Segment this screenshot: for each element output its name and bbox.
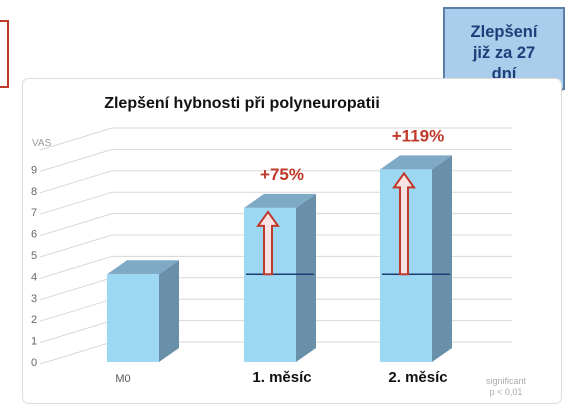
bar-side bbox=[432, 155, 452, 362]
grid-line bbox=[39, 191, 512, 215]
grid-line bbox=[39, 234, 512, 258]
y-tick-label: 0 bbox=[31, 357, 37, 369]
bar-top bbox=[380, 155, 452, 170]
grid-line bbox=[39, 213, 512, 237]
chart: Zlepšení hybnosti při polyneuropatii VAS… bbox=[22, 78, 562, 404]
change-annotation: +119% bbox=[392, 126, 444, 145]
badge-line: již za 27 bbox=[472, 44, 536, 62]
y-tick-label: 1 bbox=[31, 336, 37, 348]
chart-panel: Zlepšení hybnosti při polyneuropatii VAS… bbox=[22, 78, 562, 404]
left-frame-decoration bbox=[0, 20, 9, 88]
bar-top bbox=[107, 260, 179, 275]
footnote-pvalue: p < 0,01 bbox=[490, 387, 523, 397]
y-tick-label: 5 bbox=[31, 250, 37, 262]
increase-arrow bbox=[256, 210, 280, 276]
y-tick-label: 4 bbox=[31, 271, 37, 283]
y-tick-label: 6 bbox=[31, 229, 37, 241]
grid-line bbox=[39, 148, 512, 172]
grid-line bbox=[39, 170, 512, 194]
badge-text: Zlepšení již za 27 dní bbox=[441, 22, 567, 85]
y-axis-label: VAS bbox=[32, 138, 52, 149]
y-tick-label: 8 bbox=[31, 186, 37, 198]
bar-side bbox=[159, 260, 179, 362]
chart-title: Zlepšení hybnosti při polyneuropatii bbox=[104, 95, 380, 112]
x-category-label: 2. měsíc bbox=[388, 369, 447, 386]
bar-side bbox=[296, 193, 316, 362]
bar-front bbox=[107, 274, 159, 362]
increase-arrow bbox=[392, 171, 416, 276]
x-category-label: M0 bbox=[115, 373, 130, 385]
bar bbox=[107, 260, 179, 362]
change-annotation: +75% bbox=[260, 165, 304, 184]
grid-line bbox=[39, 255, 512, 279]
x-category-label: 1. měsíc bbox=[252, 369, 311, 386]
y-tick-label: 7 bbox=[31, 207, 37, 219]
footnote-significant: significant bbox=[486, 376, 527, 386]
bar-top bbox=[244, 193, 316, 208]
y-tick-label: 2 bbox=[31, 314, 37, 326]
bar bbox=[380, 155, 452, 362]
grid-line bbox=[39, 127, 512, 151]
y-tick-label: 9 bbox=[31, 164, 37, 176]
bar bbox=[244, 193, 316, 362]
y-tick-label: 3 bbox=[31, 293, 37, 305]
badge-line: Zlepšení bbox=[470, 23, 538, 41]
